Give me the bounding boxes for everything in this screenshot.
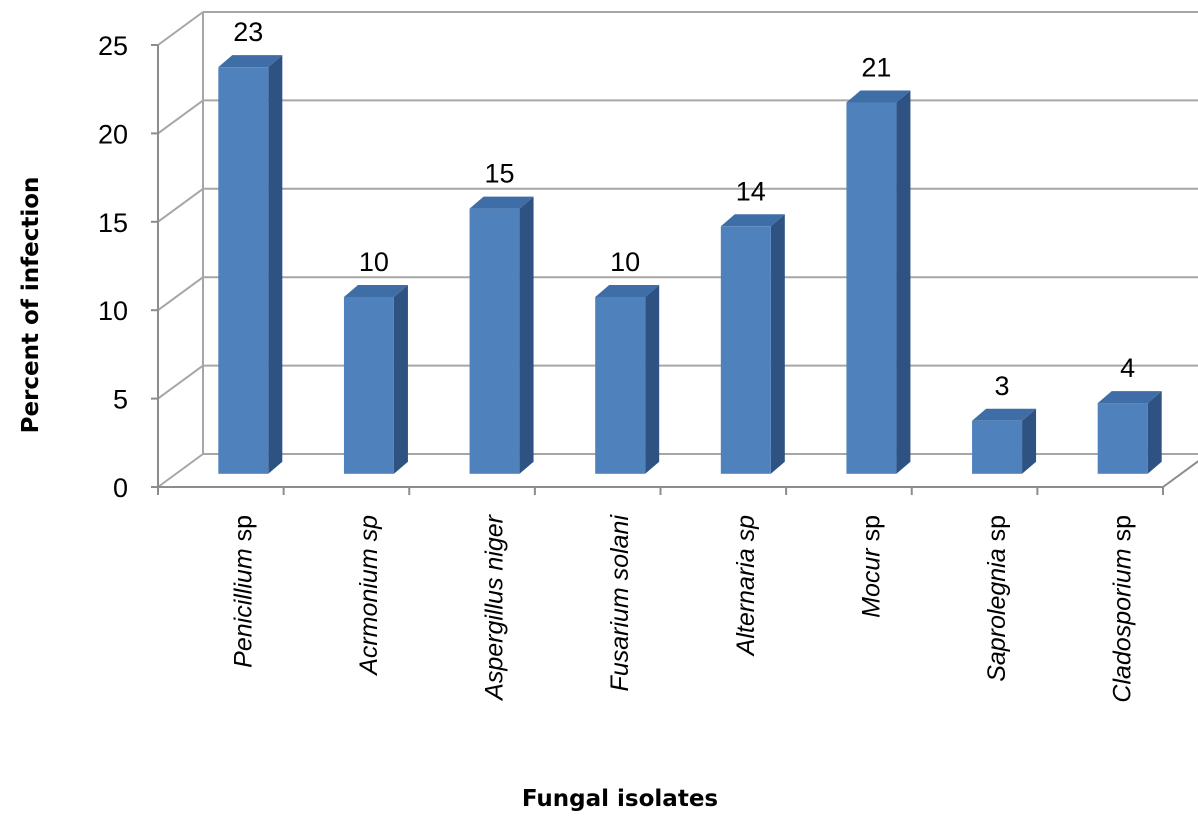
y-tick-label: 0 — [113, 473, 128, 503]
category-labels: Penicillium sp Acrmonium sp Aspergillus ni… — [229, 513, 1136, 702]
bar-front — [972, 420, 1023, 474]
bar-front — [846, 102, 897, 474]
axes — [151, 44, 1198, 495]
gridline-diagonal — [157, 276, 204, 312]
category-label-italic: Penicillium — [229, 548, 257, 667]
bar-side — [770, 214, 785, 474]
category-label: Penicillium sp — [229, 515, 257, 668]
category-label: Mocur sp — [857, 515, 885, 618]
bar-front — [469, 208, 520, 474]
bar-side — [645, 285, 660, 474]
data-labels: 23 10 15 10 14 21 3 4 — [233, 17, 1135, 401]
bar-front — [595, 297, 646, 474]
bar — [1097, 391, 1162, 474]
category-label-italic: Aspergillus niger — [481, 513, 509, 701]
category-label: Cladosporium sp — [1109, 515, 1137, 703]
bar-top — [469, 196, 534, 209]
bar — [218, 55, 283, 474]
category-label: Saprolegnia sp — [983, 515, 1011, 682]
category-label-italic: Fusarium solani — [606, 514, 634, 692]
category-label: Acrmonium sp — [355, 515, 383, 677]
category-label-plain: sp — [1109, 515, 1137, 548]
category-label: Aspergillus niger — [481, 513, 509, 701]
bar-front — [720, 226, 771, 474]
bar-side — [393, 285, 408, 474]
bar — [469, 196, 534, 474]
bar-top — [1097, 391, 1162, 404]
bars — [218, 55, 1162, 474]
data-label: 10 — [610, 247, 640, 277]
bar-front — [1097, 403, 1148, 474]
gridline-diagonal — [157, 364, 204, 400]
grid-lines — [157, 11, 1198, 488]
data-label: 23 — [233, 17, 263, 47]
category-label-plain: sp — [857, 515, 885, 548]
category-label-plain: sp — [983, 515, 1011, 548]
gridline-diagonal — [157, 453, 204, 488]
bar-top — [846, 90, 911, 103]
data-label: 14 — [736, 176, 766, 206]
data-label: 4 — [1120, 353, 1135, 383]
y-axis-title: Percent of infection — [18, 177, 44, 434]
bar-side — [1147, 391, 1162, 474]
bar-top — [218, 55, 283, 68]
bar-side — [1022, 408, 1037, 474]
bar-side — [519, 196, 534, 474]
y-tick-label: 15 — [98, 208, 128, 238]
bar-front — [218, 67, 269, 474]
gridline-diagonal — [157, 11, 204, 46]
category-label-italic: Mocur — [857, 547, 885, 618]
data-label: 10 — [359, 247, 389, 277]
bar — [343, 285, 408, 474]
bar-top — [343, 285, 408, 297]
category-label-italic: Acrmonium sp — [355, 515, 383, 677]
bar — [595, 285, 660, 474]
data-label: 3 — [995, 371, 1010, 401]
category-label: Alternaria sp — [732, 515, 760, 657]
gridline-diagonal — [157, 99, 204, 135]
category-label-italic: Alternaria sp — [732, 515, 760, 657]
bar-top — [595, 285, 660, 297]
y-tick-label: 10 — [98, 296, 128, 326]
floor-edge — [1162, 460, 1198, 488]
bar-side — [268, 55, 283, 474]
y-tick-label: 5 — [113, 385, 128, 415]
data-label: 21 — [861, 53, 891, 83]
bar-top — [720, 214, 785, 227]
category-label-plain: sp — [229, 515, 257, 548]
bar-front — [343, 297, 394, 474]
bar — [972, 408, 1037, 474]
y-tick-labels: 0 5 10 15 20 25 — [98, 31, 128, 503]
data-label: 15 — [485, 159, 515, 189]
y-tick-label: 20 — [98, 119, 128, 149]
y-tick-label: 25 — [98, 31, 128, 61]
gridline-diagonal — [157, 187, 204, 223]
bar — [846, 90, 911, 474]
bar-side — [896, 90, 911, 474]
x-axis-title: Fungal isolates — [522, 786, 718, 812]
category-label-italic: Cladosporium — [1109, 548, 1137, 702]
category-label-italic: Saprolegnia — [983, 548, 1011, 682]
bar — [720, 214, 785, 474]
category-label: Fusarium solani — [606, 514, 634, 692]
bar-top — [972, 408, 1037, 421]
